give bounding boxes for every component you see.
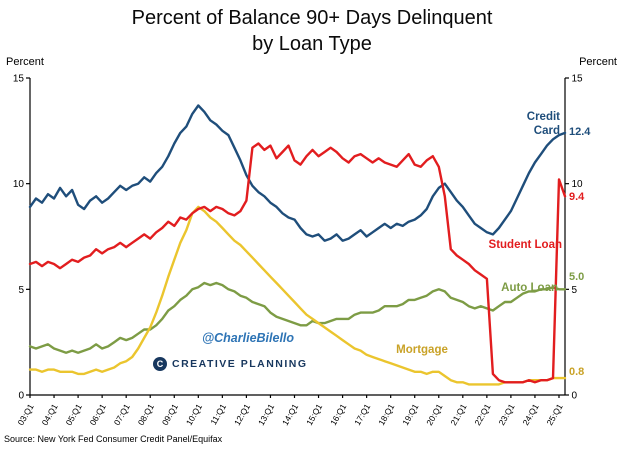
svg-text:19:Q1: 19:Q1 bbox=[400, 402, 420, 427]
svg-text:15:Q1: 15:Q1 bbox=[304, 402, 324, 427]
svg-text:11:Q1: 11:Q1 bbox=[208, 402, 228, 427]
y-axis-unit-right: Percent bbox=[579, 56, 617, 68]
svg-text:25:Q1: 25:Q1 bbox=[544, 402, 564, 427]
series-line-credit-card bbox=[28, 104, 567, 242]
axes bbox=[26, 77, 569, 398]
svg-text:07:Q1: 07:Q1 bbox=[112, 402, 132, 427]
y-axis-unit-left: Percent bbox=[6, 56, 44, 68]
series-line-auto-loan bbox=[28, 281, 567, 354]
svg-text:08:Q1: 08:Q1 bbox=[136, 402, 156, 427]
series-lines bbox=[28, 104, 567, 386]
series-label-mortgage: Mortgage bbox=[396, 344, 448, 356]
svg-text:22:Q1: 22:Q1 bbox=[472, 402, 492, 427]
svg-text:04:Q1: 04:Q1 bbox=[40, 402, 60, 427]
page-title-line1: Percent of Balance 90+ Days Delinquent bbox=[131, 7, 493, 29]
series-label-auto-loan: Auto Loan bbox=[501, 282, 558, 294]
svg-text:18:Q1: 18:Q1 bbox=[376, 402, 396, 427]
y-tick-labels: 0 0 5 5 10 10 15 15 bbox=[13, 74, 583, 402]
source-note: Source: New York Fed Consumer Credit Pan… bbox=[4, 434, 223, 444]
svg-text:15: 15 bbox=[572, 74, 584, 85]
end-value-mortgage: 0.8 bbox=[569, 366, 585, 378]
svg-text:5: 5 bbox=[18, 285, 24, 296]
end-value-student-loan: 9.4 bbox=[569, 191, 585, 203]
svg-text:23:Q1: 23:Q1 bbox=[496, 402, 516, 427]
watermark-brand-text: CREATIVE PLANNING bbox=[172, 358, 308, 370]
series-label-credit-card-line1: Credit bbox=[526, 111, 560, 123]
svg-text:20:Q1: 20:Q1 bbox=[424, 402, 444, 427]
svg-text:24:Q1: 24:Q1 bbox=[520, 402, 540, 427]
series-label-credit-card: Credit Card bbox=[492, 110, 560, 138]
watermark-brand: C CREATIVE PLANNING bbox=[153, 357, 308, 371]
svg-text:09:Q1: 09:Q1 bbox=[160, 402, 180, 427]
page-title-line2: by Loan Type bbox=[252, 33, 372, 55]
svg-text:21:Q1: 21:Q1 bbox=[448, 402, 468, 427]
page-title: Percent of Balance 90+ Days Delinquent b… bbox=[0, 5, 624, 57]
svg-text:10:Q1: 10:Q1 bbox=[184, 402, 204, 427]
svg-text:10: 10 bbox=[572, 179, 584, 190]
svg-text:5: 5 bbox=[572, 285, 578, 296]
series-line-student-loan bbox=[28, 142, 567, 384]
svg-text:10: 10 bbox=[13, 179, 25, 190]
end-value-auto-loan: 5.0 bbox=[569, 271, 585, 283]
svg-text:15: 15 bbox=[13, 74, 25, 85]
svg-text:03:Q1: 03:Q1 bbox=[15, 402, 35, 427]
x-tick-labels: 03:Q1 04:Q1 05:Q1 06:Q1 07:Q1 08:Q1 09:Q1 10:Q1… bbox=[15, 402, 564, 427]
svg-text:05:Q1: 05:Q1 bbox=[64, 402, 84, 427]
svg-text:12:Q1: 12:Q1 bbox=[232, 402, 252, 427]
svg-text:0: 0 bbox=[572, 391, 578, 402]
end-value-credit-card: 12.4 bbox=[569, 126, 591, 138]
svg-text:06:Q1: 06:Q1 bbox=[88, 402, 108, 427]
svg-text:0: 0 bbox=[18, 391, 24, 402]
watermark-handle: @CharlieBilello bbox=[201, 331, 295, 345]
svg-text:17:Q1: 17:Q1 bbox=[352, 402, 372, 427]
creative-planning-logo-icon: C bbox=[153, 357, 167, 371]
series-label-credit-card-line2: Card bbox=[533, 125, 560, 137]
svg-text:13:Q1: 13:Q1 bbox=[256, 402, 276, 427]
svg-text:14:Q1: 14:Q1 bbox=[280, 402, 300, 427]
series-line-mortgage bbox=[28, 205, 567, 386]
series-label-student-loan: Student Loan bbox=[488, 239, 562, 251]
svg-text:16:Q1: 16:Q1 bbox=[328, 402, 348, 427]
